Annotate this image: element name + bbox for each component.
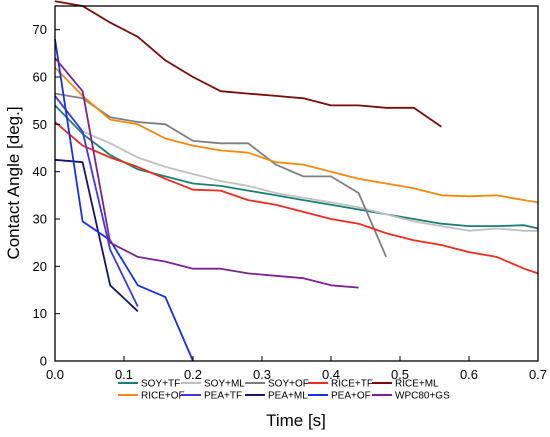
x-tick-label: 0.4	[322, 367, 340, 382]
series-line-rice-ml	[54, 0, 442, 128]
x-tick-label: 0.7	[529, 367, 547, 382]
series-line-pea-tf	[54, 95, 139, 307]
y-tick-label: 70	[33, 22, 47, 37]
legend-label-pea-tf: PEA+TF	[204, 391, 242, 402]
legend-label-rice-tf: RICE+TF	[331, 379, 373, 390]
x-tick-label: 0.2	[184, 367, 202, 382]
ticks-layer: 0.0 0.1 0.2 0.3 0.4 0.5 0.6 0.7 0 10 20 30 40 50 60 70	[33, 22, 548, 382]
series-line-soy-tf	[54, 104, 539, 230]
y-axis-title: Contact Angle [deg.]	[4, 106, 23, 259]
y-tick-label: 30	[33, 212, 47, 227]
legend-label-rice-ml: RICE+ML	[395, 379, 439, 390]
x-tick-label: 0.6	[460, 367, 478, 382]
y-tick-label: 10	[33, 306, 47, 321]
plot-frame	[54, 5, 539, 362]
legend: SOY+TF SOY+ML SOY+OF RICE+TF RICE+ML RICE+OF P…	[118, 379, 450, 402]
y-tick-label: 40	[33, 164, 47, 179]
series-line-pea-of	[54, 38, 194, 362]
y-tick-label: 20	[33, 259, 47, 274]
legend-label-soy-ml: SOY+ML	[204, 379, 245, 390]
legend-label-soy-tf: SOY+TF	[141, 379, 180, 390]
y-tick-label: 60	[33, 70, 47, 85]
x-tick-label: 0.3	[253, 367, 271, 382]
series-line-rice-tf	[54, 121, 539, 275]
series-line-soy-ml	[54, 95, 538, 232]
legend-label-rice-of: RICE+OF	[141, 391, 185, 402]
legend-label-pea-ml: PEA+ML	[268, 391, 308, 402]
x-axis-title: Time [s]	[266, 411, 326, 430]
series-layer	[54, 0, 539, 362]
x-tick-label: 0.5	[391, 367, 409, 382]
series-line-wpc80-gs	[54, 57, 359, 289]
series-line-rice-of	[54, 66, 539, 204]
legend-label-pea-of: PEA+OF	[331, 391, 371, 402]
series-line-pea-ml	[54, 158, 139, 312]
y-tick-label: 0	[40, 354, 47, 369]
x-tick-label: 0.1	[115, 367, 133, 382]
legend-label-soy-of: SOY+OF	[268, 379, 309, 390]
y-tick-label: 50	[33, 117, 47, 132]
x-tick-label: 0.0	[46, 367, 64, 382]
legend-label-wpc80-gs: WPC80+GS	[395, 391, 450, 402]
series-line-soy-of	[54, 92, 388, 258]
